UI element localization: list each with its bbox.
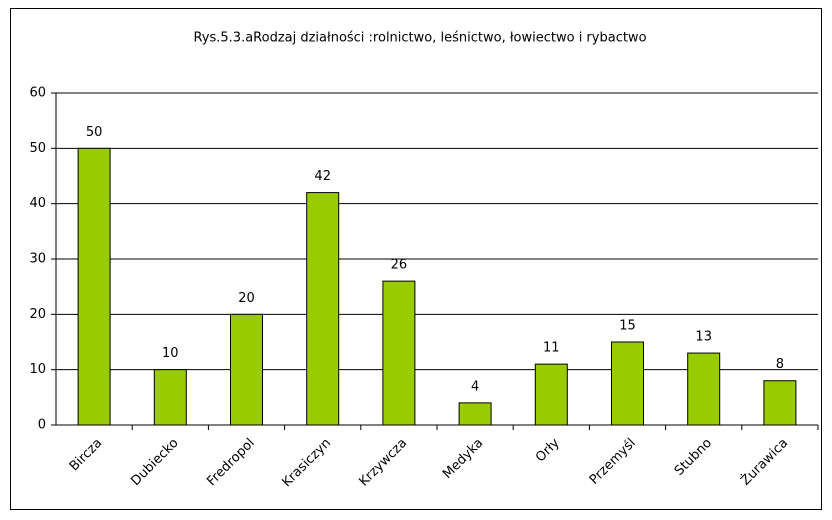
- data-label: 10: [162, 346, 179, 361]
- bar: [230, 313, 263, 426]
- y-tick-label: 10: [29, 362, 46, 377]
- data-label: 11: [543, 341, 560, 356]
- bar: [763, 380, 797, 426]
- bar: [77, 147, 111, 426]
- data-label: 15: [619, 319, 636, 334]
- data-label: 4: [471, 379, 479, 394]
- y-tick-label: 30: [29, 252, 46, 267]
- y-tick-label: 50: [29, 141, 46, 156]
- data-label: 42: [314, 169, 331, 184]
- data-label: 13: [695, 330, 712, 345]
- bar: [382, 280, 416, 426]
- data-label: 50: [86, 125, 103, 140]
- y-tick-label: 60: [29, 86, 46, 101]
- y-tick-label: 40: [29, 196, 46, 211]
- bar: [153, 369, 187, 426]
- bar: [458, 402, 492, 426]
- y-tick-label: 0: [38, 418, 46, 433]
- data-label: 20: [238, 291, 255, 306]
- y-tick-label: 20: [29, 307, 46, 322]
- chart-title: Rys.5.3.aRodzaj działności :rolnictwo, l…: [193, 31, 646, 46]
- bar: [306, 192, 340, 426]
- data-label: 8: [776, 357, 784, 372]
- bar: [534, 363, 568, 426]
- data-label: 26: [391, 258, 408, 273]
- bar: [611, 341, 644, 426]
- bar: [687, 352, 721, 426]
